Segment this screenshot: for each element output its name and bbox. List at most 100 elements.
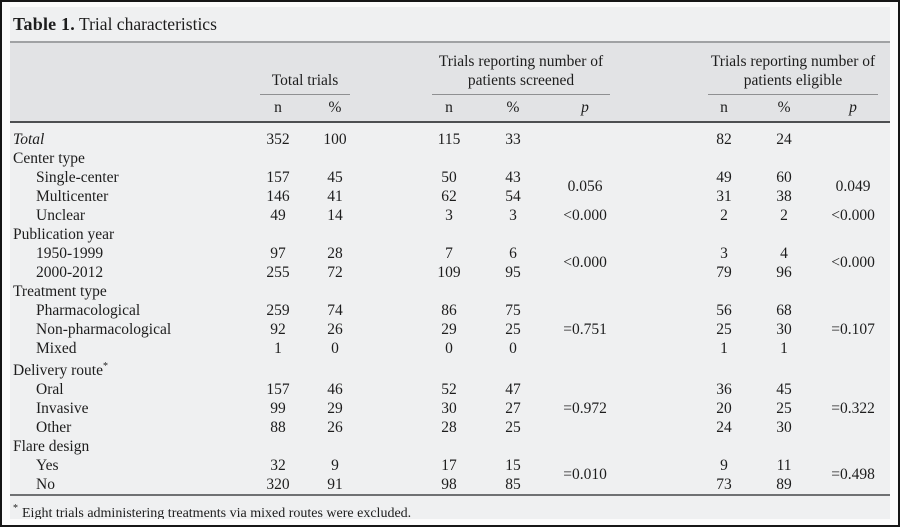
total-percent: 26 <box>327 418 343 436</box>
table-row: Other 88 26 28 25 24 30 <box>10 418 890 437</box>
table-row: Invasive 99 29 30 27 20 25 <box>10 399 890 418</box>
table-number: Table 1. <box>13 14 75 34</box>
header-spacer <box>10 43 248 95</box>
group-total-trials-label: Total trials <box>260 71 350 95</box>
eligible-percent: 38 <box>776 187 792 205</box>
eligible-n: 3 <box>720 244 728 262</box>
eligible-p-header: p <box>816 95 890 123</box>
column-gap <box>362 43 420 95</box>
column-gap <box>622 206 696 225</box>
screened-percent: 25 <box>505 418 521 436</box>
eligible-p-value: =0.107 <box>831 320 875 338</box>
row-label: Oral <box>36 380 64 398</box>
table-row: Single-center 157 45 50 43 0.056 49 60 0.049 <box>10 168 890 196</box>
row-label: Non-pharmacological <box>36 320 172 338</box>
total-n <box>248 282 308 301</box>
screened-n: 115 <box>437 130 461 148</box>
column-gap <box>362 399 420 418</box>
screened-p-value <box>548 437 622 456</box>
total-percent-header: % <box>308 95 362 123</box>
screened-p-header: p <box>548 95 623 123</box>
screened-n <box>420 149 478 168</box>
screened-p-value: <0.000 <box>563 254 607 271</box>
total-percent: 28 <box>327 244 343 262</box>
total-percent: 0 <box>331 339 339 357</box>
eligible-percent: 11 <box>776 456 792 474</box>
column-gap <box>362 149 420 168</box>
screened-percent: 95 <box>505 263 521 281</box>
screened-n <box>420 437 478 456</box>
column-gap <box>362 95 420 123</box>
eligible-n <box>696 225 752 244</box>
total-percent: 14 <box>327 206 343 224</box>
table-body: Total 352 100 115 33 82 24 Center type Single-ce… <box>10 122 890 494</box>
screened-n: 30 <box>441 399 457 417</box>
total-percent <box>308 358 362 380</box>
eligible-n-header: n <box>696 95 753 123</box>
column-gap <box>362 168 420 187</box>
table-row: Non-pharmacological 92 26 29 25 25 30 <box>10 320 890 339</box>
eligible-n: 9 <box>720 456 728 474</box>
eligible-percent <box>752 437 816 456</box>
total-percent <box>308 225 362 244</box>
screened-n: 52 <box>441 380 457 398</box>
table-row: Total 352 100 115 33 82 24 <box>10 122 890 149</box>
eligible-n: 56 <box>716 301 732 319</box>
total-percent <box>308 282 362 301</box>
column-gap <box>362 456 420 475</box>
screened-percent <box>478 225 548 244</box>
screened-percent <box>478 282 548 301</box>
column-gap <box>362 358 420 380</box>
total-percent: 100 <box>323 130 347 148</box>
table-row: 2000-2012 255 72 109 95 79 96 <box>10 263 890 282</box>
total-n: 320 <box>266 475 290 493</box>
group-patients-eligible-label: Trials reporting number of patients elig… <box>708 52 879 95</box>
total-percent: 45 <box>327 168 343 186</box>
total-n: 157 <box>266 168 290 186</box>
table-row: No 320 91 98 85 73 89 <box>10 475 890 494</box>
screened-percent: 0 <box>509 339 517 357</box>
eligible-p-value <box>816 122 890 149</box>
row-label: Publication year <box>13 225 115 243</box>
column-gap <box>362 225 420 244</box>
total-percent <box>308 437 362 456</box>
screened-n: 3 <box>445 206 453 224</box>
screened-percent: 33 <box>505 130 521 148</box>
eligible-n <box>696 358 752 380</box>
total-n: 92 <box>270 320 286 338</box>
screened-percent-header: % <box>478 95 548 123</box>
column-gap <box>622 282 696 301</box>
column-gap <box>622 475 696 494</box>
eligible-percent: 25 <box>776 399 792 417</box>
row-label: Pharmacological <box>36 301 141 319</box>
eligible-n: 36 <box>716 380 732 398</box>
column-gap <box>362 282 420 301</box>
eligible-n: 82 <box>716 130 732 148</box>
screened-percent <box>478 149 548 168</box>
column-gap <box>622 380 696 399</box>
footnote-text: Eight trials administering treatments vi… <box>22 505 412 519</box>
section-row: Flare design <box>10 437 890 456</box>
row-label: Yes <box>36 456 59 474</box>
screened-percent: 85 <box>505 475 521 493</box>
screened-n: 0 <box>445 339 453 357</box>
eligible-p-value <box>816 149 890 168</box>
column-gap <box>622 225 696 244</box>
eligible-p-value: =0.498 <box>831 466 875 484</box>
column-gap <box>622 187 696 206</box>
column-gap <box>622 437 696 456</box>
screened-p-value: 0.056 <box>567 178 603 195</box>
eligible-percent <box>752 358 816 380</box>
screened-n: 50 <box>441 168 457 186</box>
screened-n: 28 <box>441 418 457 436</box>
column-gap <box>622 244 696 263</box>
eligible-n: 2 <box>720 206 728 224</box>
eligible-n: 49 <box>716 168 732 186</box>
total-n: 146 <box>266 187 290 205</box>
eligible-p-value: <0.000 <box>831 254 875 271</box>
screened-n: 7 <box>445 244 453 262</box>
total-n: 352 <box>266 130 290 148</box>
column-gap <box>362 380 420 399</box>
column-gap <box>622 418 696 437</box>
